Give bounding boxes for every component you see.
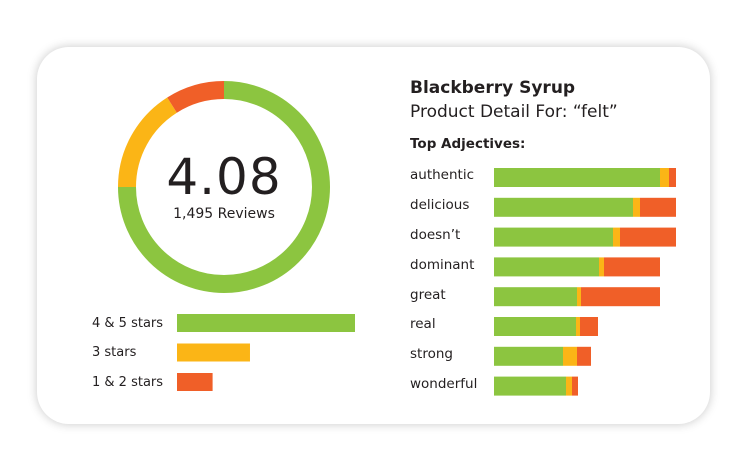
- adjective-bar-neutral: [633, 197, 640, 217]
- adjective-label: real: [410, 316, 436, 332]
- adjective-bar-neutral: [599, 257, 604, 277]
- adjective-label: wonderful: [410, 376, 478, 392]
- donut-slice-negative: [167, 81, 225, 113]
- adjective-label: doesn’t: [410, 227, 461, 243]
- adjective-bar-negative: [580, 317, 598, 336]
- adjective-bar-neutral: [613, 227, 620, 247]
- adjective-label: strong: [410, 346, 453, 362]
- adjective-bar-negative: [620, 227, 676, 247]
- adjective-bar-negative: [604, 257, 660, 277]
- star-bar: [177, 314, 355, 332]
- product-title: Blackberry Syrup: [410, 78, 576, 98]
- star-label: 3 stars: [92, 345, 137, 360]
- adjective-bar-positive: [494, 376, 566, 396]
- adjective-bar-neutral: [577, 287, 581, 307]
- donut-slice-neutral: [118, 97, 178, 188]
- adjective-bar-neutral: [660, 168, 669, 187]
- star-label: 4 & 5 stars: [92, 316, 164, 331]
- adjective-label: great: [410, 287, 446, 303]
- adjective-bar-positive: [494, 346, 563, 366]
- adjective-bar-negative: [572, 376, 578, 396]
- adjective-bar-negative: [640, 197, 676, 217]
- adjective-bar-positive: [494, 227, 613, 247]
- adjective-bar-positive: [494, 287, 577, 307]
- adjective-bar-negative: [669, 168, 676, 187]
- adjective-label: dominant: [410, 257, 475, 273]
- adjective-bar-positive: [494, 317, 576, 336]
- review-count: 1,495 Reviews: [173, 206, 275, 222]
- adjective-label: authentic: [410, 167, 475, 183]
- star-bar: [177, 343, 250, 362]
- adjectives-heading: Top Adjectives:: [410, 136, 526, 152]
- adjective-bar-neutral: [563, 346, 577, 366]
- adjective-label: delicious: [410, 197, 470, 213]
- adjective-bar-positive: [494, 168, 660, 187]
- average-rating: 4.08: [166, 148, 282, 206]
- donut-slice-positive: [118, 81, 330, 293]
- adjective-bar-positive: [494, 197, 633, 217]
- product-subtitle: Product Detail For: “felt”: [410, 102, 618, 122]
- adjective-bar-positive: [494, 257, 599, 277]
- adjective-bar-negative: [581, 287, 660, 307]
- star-bar: [177, 373, 213, 391]
- adjective-bar-neutral: [576, 317, 580, 336]
- adjective-bar-negative: [577, 346, 591, 366]
- star-label: 1 & 2 stars: [92, 375, 164, 390]
- adjective-bar-neutral: [566, 376, 572, 396]
